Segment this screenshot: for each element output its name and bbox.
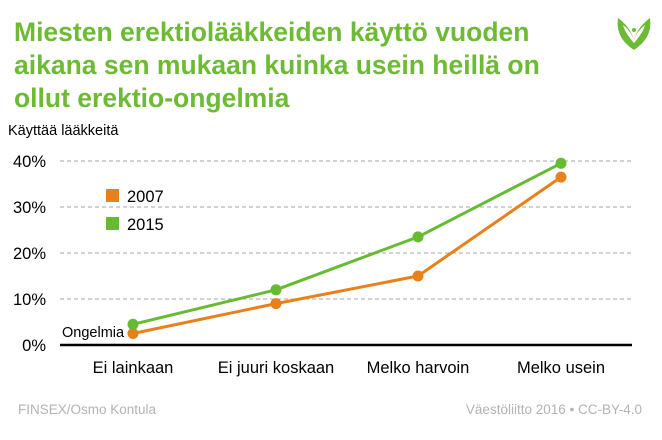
y-tick-label: 0% [22, 337, 46, 355]
x-tick-label: Ei lainkaan [93, 359, 174, 377]
series-2007 [127, 171, 567, 339]
y-tick-label: 20% [13, 245, 46, 263]
x-tick-label: Melko usein [517, 359, 605, 377]
vaestoliitto-leaf-logo-icon [617, 18, 651, 50]
legend-label: 2007 [127, 188, 164, 206]
data-point [127, 328, 139, 339]
y-tick-label: 30% [13, 199, 46, 217]
series-lines [127, 157, 567, 339]
x-axis-label: Ongelmia [62, 325, 125, 341]
y-tick-label: 40% [13, 153, 46, 171]
legend-swatch [106, 217, 119, 230]
data-point [270, 298, 282, 310]
y-tick-label: 10% [13, 291, 46, 309]
data-point [555, 157, 567, 169]
y-axis-label: Käyttää lääkkeitä [8, 123, 119, 139]
series-2015 [127, 157, 567, 330]
x-tick-label: Ei juuri koskaan [218, 359, 334, 377]
source-credit: FINSEX/Osmo Kontula [18, 402, 157, 417]
legend-swatch [106, 189, 119, 202]
data-point [412, 231, 424, 243]
data-point [270, 284, 282, 296]
license-credit: Väestöliitto 2016 • CC-BY-4.0 [465, 402, 642, 417]
x-tick-label: Melko harvoin [367, 359, 470, 377]
gridlines [60, 160, 632, 347]
y-tick-labels: 0% 10% 20% 30% 40% [13, 153, 46, 355]
legend-label: 2015 [127, 216, 164, 234]
data-point [127, 318, 139, 330]
legend: 2007 2015 [106, 188, 164, 234]
chart-title: Miesten erektiolääkkeiden käyttö vuoden … [14, 17, 540, 113]
series-line [132, 161, 562, 326]
data-point [412, 270, 424, 282]
data-point [555, 171, 567, 183]
x-tick-labels: Ei lainkaan Ei juuri koskaan Melko harvoin… [93, 359, 605, 377]
series-line [132, 175, 562, 335]
